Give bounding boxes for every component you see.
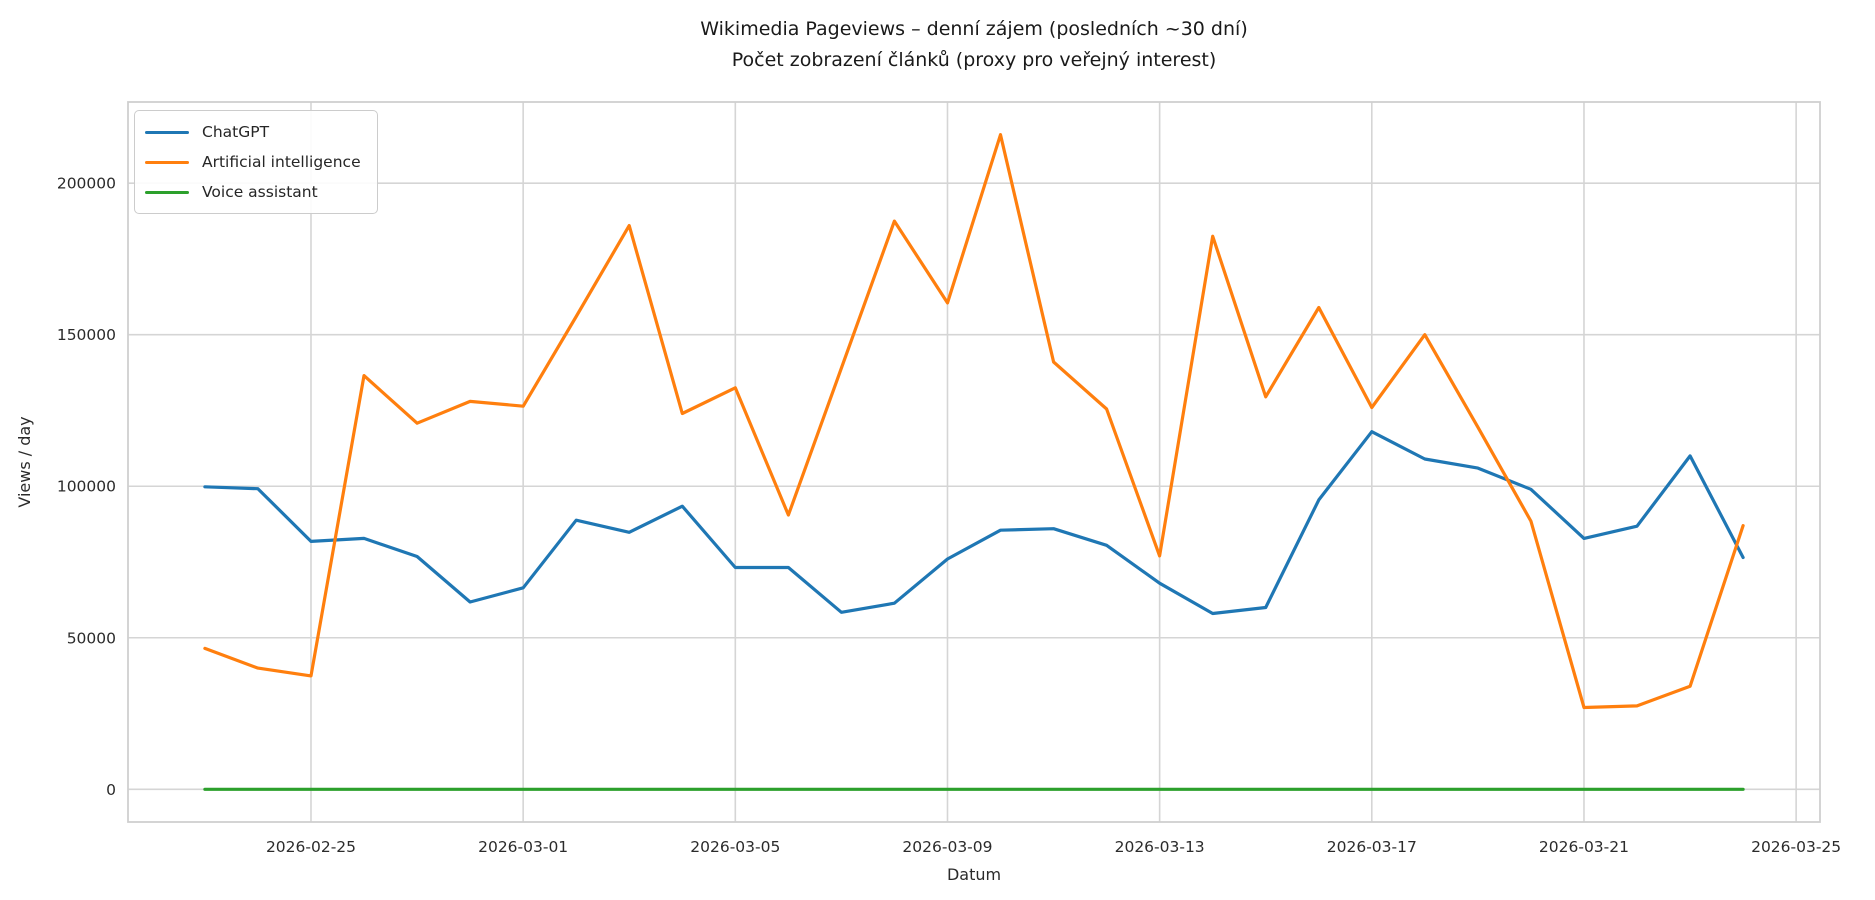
legend-label: ChatGPT bbox=[202, 123, 270, 141]
chart-title-line2: Počet zobrazení článků (proxy pro veřejn… bbox=[731, 49, 1217, 71]
y-tick-label: 0 bbox=[106, 781, 116, 799]
x-tick-label: 2026-03-21 bbox=[1539, 838, 1629, 856]
chart-title-line1: Wikimedia Pageviews – denní zájem (posle… bbox=[700, 18, 1248, 40]
series-line-artificial-intelligence bbox=[203, 133, 1745, 710]
x-tick-label: 2026-03-13 bbox=[1115, 838, 1205, 856]
x-tick-label: 2026-03-17 bbox=[1327, 838, 1417, 856]
y-tick-label: 100000 bbox=[57, 478, 116, 496]
axes-frame bbox=[127, 101, 1821, 823]
series-line-chatgpt bbox=[203, 430, 1745, 616]
legend-label: Artificial intelligence bbox=[202, 153, 361, 171]
x-tick-label: 2026-03-05 bbox=[690, 838, 780, 856]
legend-item-chatgpt: ChatGPT bbox=[145, 117, 361, 147]
legend: ChatGPT Artificial intelligence Voice assi… bbox=[134, 110, 378, 214]
legend-item-voice-assistant: Voice assistant bbox=[145, 177, 361, 207]
legend-label: Voice assistant bbox=[202, 183, 318, 201]
legend-swatch-icon bbox=[145, 130, 189, 134]
legend-item-artificial-intelligence: Artificial intelligence bbox=[145, 147, 361, 177]
x-tick-label: 2026-03-01 bbox=[478, 838, 568, 856]
y-tick-label: 200000 bbox=[57, 175, 116, 193]
x-tick-label: 2026-03-09 bbox=[902, 838, 992, 856]
legend-swatch-icon bbox=[145, 190, 189, 194]
y-axis-label: Views / day bbox=[15, 416, 34, 507]
x-tick-label: 2026-02-25 bbox=[266, 838, 356, 856]
y-tick-label: 150000 bbox=[57, 326, 116, 344]
y-tick-label: 50000 bbox=[67, 629, 116, 647]
x-axis-label: Datum bbox=[947, 865, 1001, 884]
legend-swatch-icon bbox=[145, 160, 189, 164]
chart-title: Wikimedia Pageviews – denní zájem (posle… bbox=[128, 14, 1820, 76]
x-tick-label: 2026-03-25 bbox=[1751, 838, 1841, 856]
